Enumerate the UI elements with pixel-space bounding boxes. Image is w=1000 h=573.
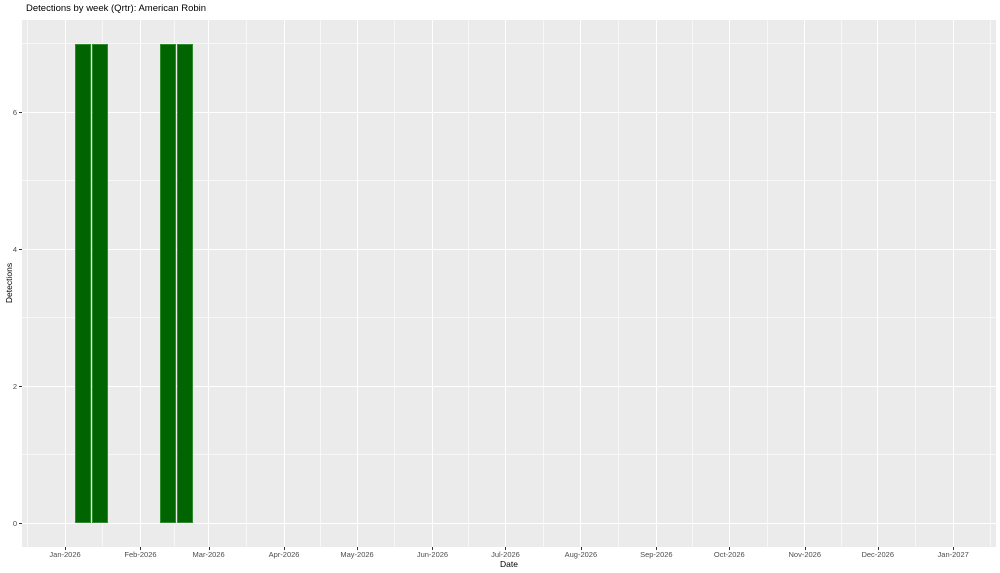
x-tick-mark <box>140 547 142 550</box>
x-tick-label: Sep-2026 <box>640 550 673 559</box>
x-tick-label: Oct-2026 <box>713 550 745 559</box>
x-minor-gridline <box>840 20 842 547</box>
x-tick-label: Jan-2027 <box>937 550 969 559</box>
x-tick-mark <box>580 547 582 550</box>
x-major-gridline <box>283 20 285 547</box>
x-tick-mark <box>357 547 359 550</box>
x-minor-gridline <box>320 20 322 547</box>
y-major-gridline <box>22 385 996 387</box>
x-major-gridline <box>356 20 358 547</box>
x-tick-label: Jan-2026 <box>49 550 81 559</box>
x-major-gridline <box>728 20 730 547</box>
x-tick-mark <box>208 547 210 550</box>
x-tick-mark <box>656 547 658 550</box>
y-tick-label: 4 <box>12 244 17 254</box>
y-tick-mark <box>19 112 22 114</box>
x-tick-label: Mar-2026 <box>192 550 225 559</box>
y-tick-label: 6 <box>12 107 17 117</box>
x-tick-label: Aug-2026 <box>564 550 598 559</box>
x-major-gridline <box>804 20 806 547</box>
x-minor-gridline <box>990 20 992 547</box>
y-major-gridline <box>22 111 996 113</box>
y-minor-gridline <box>22 317 996 319</box>
x-tick-label: Apr-2026 <box>268 550 300 559</box>
x-major-gridline <box>504 20 506 547</box>
x-tick-mark <box>953 547 955 550</box>
x-minor-gridline <box>766 20 768 547</box>
y-axis-title: Detections <box>4 262 14 304</box>
x-minor-gridline <box>618 20 620 547</box>
x-tick-label: Feb-2026 <box>124 550 157 559</box>
x-major-gridline <box>64 20 66 547</box>
bar <box>91 43 108 524</box>
y-major-gridline <box>22 248 996 250</box>
x-major-gridline <box>580 20 582 547</box>
y-minor-gridline <box>22 43 996 45</box>
x-major-gridline <box>208 20 210 547</box>
plot-panel <box>22 20 996 547</box>
x-tick-label: Dec-2026 <box>861 550 894 559</box>
x-tick-mark <box>804 547 806 550</box>
x-minor-gridline <box>245 20 247 547</box>
bar <box>159 43 176 524</box>
x-tick-label: Nov-2026 <box>788 550 822 559</box>
x-major-gridline <box>655 20 657 547</box>
x-minor-gridline <box>468 20 470 547</box>
x-tick-mark <box>284 547 286 550</box>
x-tick-label: Jul-2026 <box>491 550 520 559</box>
y-major-gridline <box>22 522 996 524</box>
x-minor-gridline <box>692 20 694 547</box>
y-minor-gridline <box>22 454 996 456</box>
x-tick-mark <box>65 547 67 550</box>
x-tick-mark <box>729 547 731 550</box>
y-tick-label: 0 <box>12 518 17 528</box>
x-tick-mark <box>505 547 507 550</box>
x-major-gridline <box>952 20 954 547</box>
bar <box>74 43 91 524</box>
x-major-gridline <box>431 20 433 547</box>
y-tick-mark <box>19 386 22 388</box>
x-tick-label: Jun-2026 <box>416 550 449 559</box>
x-minor-gridline <box>914 20 916 547</box>
chart-title: Detections by week (Qrtr): American Robi… <box>26 3 207 14</box>
x-tick-label: May-2026 <box>340 550 374 559</box>
bar <box>176 43 193 524</box>
x-tick-mark <box>432 547 434 550</box>
y-minor-gridline <box>22 180 996 182</box>
x-minor-gridline <box>542 20 544 547</box>
x-major-gridline <box>877 20 879 547</box>
y-tick-mark <box>19 523 22 525</box>
y-tick-label: 2 <box>12 381 17 391</box>
x-tick-mark <box>877 547 879 550</box>
x-axis-title: Date <box>500 559 518 569</box>
x-major-gridline <box>139 20 141 547</box>
y-tick-mark <box>19 249 22 251</box>
x-minor-gridline <box>394 20 396 547</box>
x-minor-gridline <box>26 20 28 547</box>
